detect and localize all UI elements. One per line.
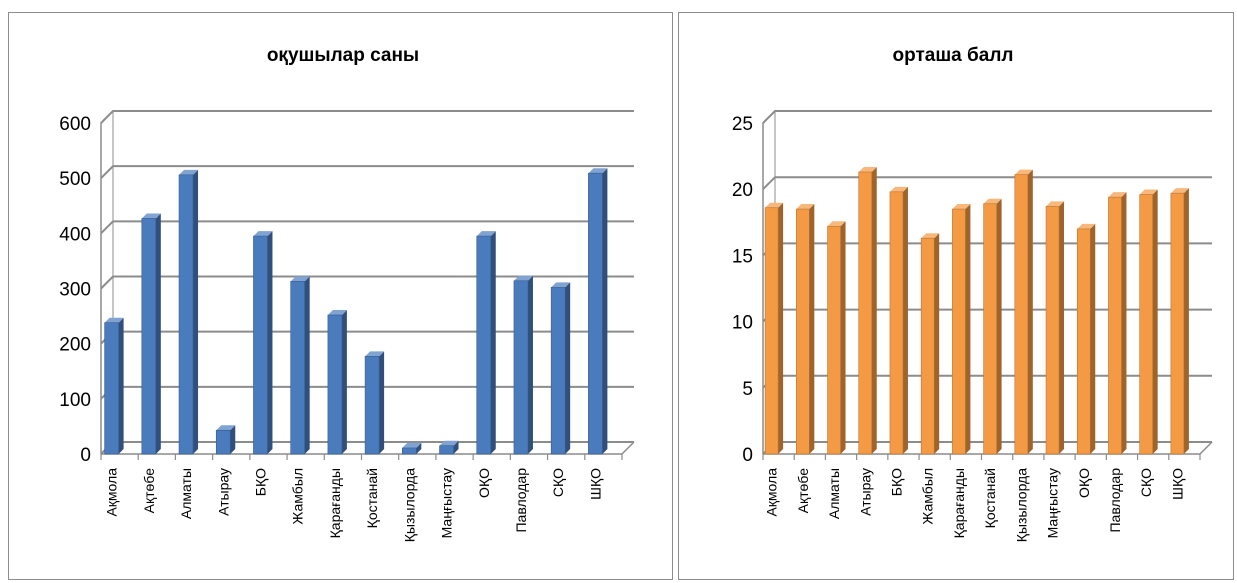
x-tick-label: Алматы [826,468,842,519]
x-tick-label: БҚО [252,468,268,496]
y-tick-label: 200 [59,335,91,356]
y-tick-label: 400 [59,224,91,245]
bar [327,309,347,455]
x-tick-label: ШҚО [587,468,603,500]
gridline [762,176,1212,190]
x-tick-label: Жамбыл [920,468,936,525]
chart-panel-average: орташа балл 0 5 10 15 20 25 Ақмола Ақтөбе Алматы А… [678,12,1234,580]
y-tick-label: 500 [59,169,91,190]
bar [215,425,236,455]
gridline [100,165,634,179]
bar [290,276,310,455]
bar [796,204,815,455]
bar [253,231,273,455]
bar [402,442,422,455]
chart-average-score: орташа балл 0 5 10 15 20 25 Ақмола Ақтөбе Алматы А… [732,45,1213,542]
x-tick-label: Алматы [178,468,194,519]
x-tick-label: Жамбыл [290,468,306,525]
bar [920,233,940,455]
bar [104,317,124,455]
bar [1076,223,1096,455]
x-tick-label: Павлодар [1107,468,1123,533]
y-tick-label: 25 [732,114,753,135]
x-tick-label: Қарағанды [951,468,967,538]
bar [141,213,161,455]
y-tick-label: 300 [59,280,91,301]
x-tick-label: ОҚО [1076,468,1092,498]
x-tick-label: Атырау [215,468,231,516]
x-tick-label: Қостанай [982,468,998,528]
bar [983,198,1002,455]
bar [952,204,971,455]
x-tick-label: Ақтөбе [795,468,811,514]
bar [889,186,908,455]
bar [1170,188,1189,455]
bar [476,231,496,455]
gridline [100,275,634,290]
x-tick-label: Ақмола [764,468,780,517]
floor-edge [621,441,635,455]
bar [858,166,877,455]
gridline [100,220,634,235]
bar [364,351,385,455]
chart-panel-students: оқушылар саны 0 100 200 300 400 500 600 Ақмола Ақ… [8,12,673,580]
chart-title: оқушылар саны [267,45,419,66]
chart-students-count: оқушылар саны 0 100 200 300 400 500 600 Ақмола Ақ… [59,45,635,542]
y-tick-label: 0 [742,445,753,466]
bar [439,440,459,455]
gridline [100,110,634,124]
gridline [762,110,1212,124]
bar [550,282,571,455]
x-tick-label: Маңғыстау [439,468,455,538]
bar [1108,192,1127,455]
x-tick-label: Ақмола [104,468,120,517]
y-tick-label: 5 [742,379,753,400]
bar [764,202,784,455]
bar [1139,189,1158,455]
x-tick-label: СҚО [550,468,566,497]
x-tick-label: ШҚО [1169,468,1185,500]
x-tick-label: Ақтөбе [141,468,157,514]
chart-title: орташа балл [893,45,1014,66]
y-tick-label: 10 [732,313,753,334]
x-tick-label: СҚО [1138,468,1154,497]
y-tick-label: 600 [59,114,91,135]
bar [1045,201,1065,455]
y-tick-label: 0 [80,445,91,466]
y-tick-label: 15 [732,246,753,267]
x-tick-label: Атырау [857,468,873,516]
bar [827,221,846,455]
x-tick-label: БҚО [888,468,904,496]
x-tick-label: Маңғыстау [1045,468,1061,538]
x-tick-label: Қызылорда [1013,468,1029,542]
bar [178,169,199,455]
bar [513,275,533,455]
y-tick-label: 20 [732,180,753,201]
bar [588,168,608,455]
bar [1014,169,1033,455]
y-tick-label: 100 [59,390,91,411]
x-tick-label: Қызылорда [401,468,417,542]
x-tick-label: ОҚО [476,468,492,498]
x-tick-label: Павлодар [513,468,529,533]
x-tick-label: Қарағанды [327,468,343,538]
floor-edge [1199,441,1213,455]
x-tick-label: Қостанай [364,468,380,528]
